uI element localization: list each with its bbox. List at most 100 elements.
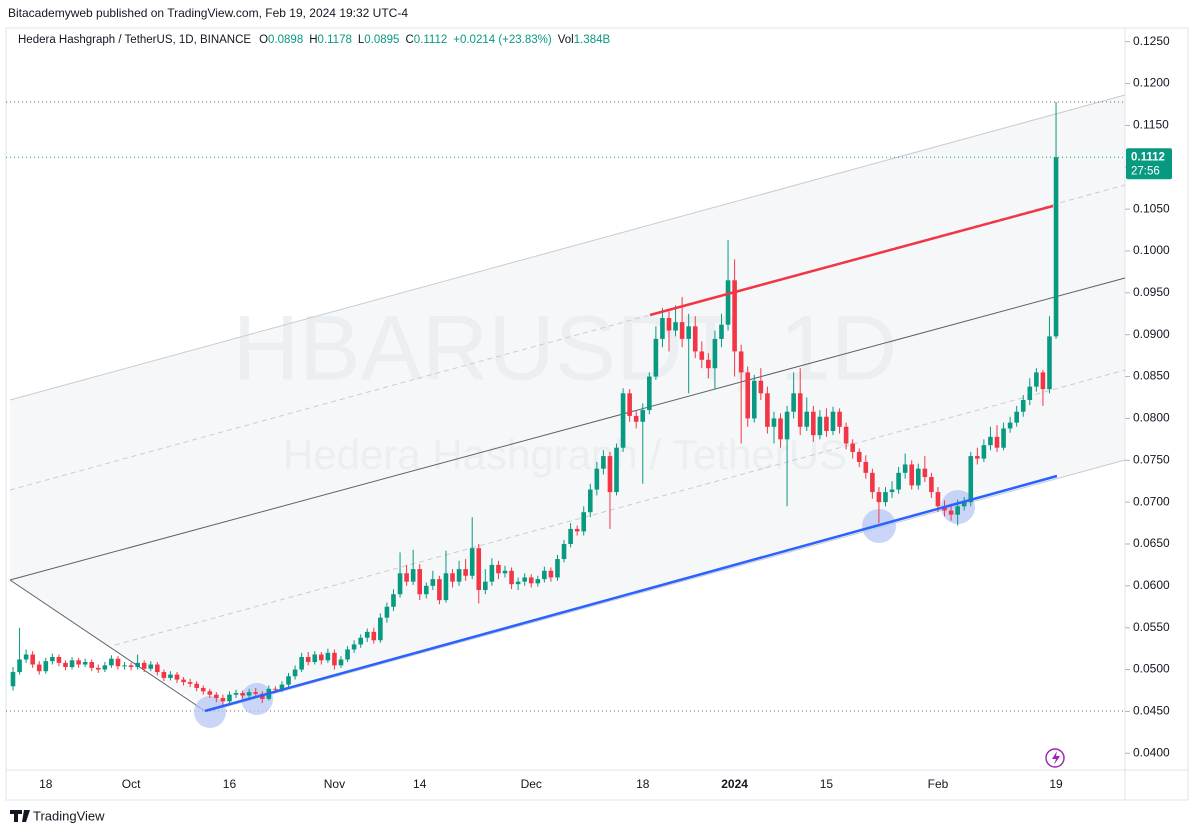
candle-body [155, 664, 160, 673]
candle-body [745, 372, 751, 419]
candle-body [397, 573, 403, 595]
candle-body [292, 669, 298, 677]
event-bolt [1052, 751, 1060, 765]
candle-body [817, 416, 823, 436]
legend-label: Vol [557, 34, 574, 46]
candle-body [1014, 411, 1019, 423]
candle-body [135, 662, 140, 668]
legend-label: C [405, 34, 414, 46]
candle-body [76, 660, 81, 665]
candle-body [555, 559, 560, 578]
candle-body [614, 447, 619, 493]
candle-body [450, 573, 455, 582]
candle-body [1053, 157, 1059, 337]
candle-body [437, 579, 442, 601]
event-icon[interactable] [1045, 748, 1065, 768]
x-tick-label: Dec [521, 777, 542, 791]
candle-body [535, 579, 541, 584]
footer: TradingView [33, 808, 105, 823]
candle-body [312, 654, 318, 663]
candle-body [830, 411, 836, 431]
candle-body [968, 456, 974, 503]
candle-body [528, 577, 534, 584]
candle-body [181, 679, 186, 683]
candle-body [469, 548, 475, 576]
candle-body [378, 617, 383, 641]
candle-body [935, 492, 941, 507]
candle-body [902, 464, 908, 473]
x-tick-label: 15 [820, 777, 834, 791]
candle-body [896, 472, 901, 490]
candle-body [699, 351, 705, 360]
circle [194, 696, 226, 728]
candle-body [686, 326, 691, 339]
candle-body [627, 393, 632, 416]
candle-body [319, 654, 324, 661]
candle-body [929, 477, 934, 493]
candle-body [207, 691, 213, 695]
candle-body [82, 662, 88, 665]
candle-body [404, 573, 409, 582]
candle-body [476, 548, 482, 591]
candle-body [653, 338, 659, 377]
candle-body [443, 573, 449, 601]
candle-body [246, 692, 252, 696]
candle-body [1040, 372, 1046, 390]
x-tick-label: Nov [324, 777, 345, 791]
candle-body [751, 380, 757, 419]
candle-body [109, 658, 114, 666]
y-tick-label: 0.1050 [1133, 201, 1170, 215]
resistance-trendline [649, 204, 1054, 317]
candle-body [981, 445, 987, 459]
pitch-handle [9, 579, 206, 712]
candle-body [758, 380, 764, 394]
candle-body [889, 489, 895, 493]
candle-body [220, 698, 226, 702]
candle-body [240, 692, 245, 696]
candle-body [233, 692, 239, 695]
candle-body [1020, 400, 1026, 412]
candle-body [548, 570, 554, 578]
candle-body [647, 376, 652, 411]
candle-body [607, 456, 613, 493]
candle-body [732, 280, 737, 352]
candle-body [948, 510, 954, 515]
candle-body [351, 644, 357, 650]
candle-body [299, 656, 304, 670]
candle-body [273, 688, 278, 690]
candle-body [200, 687, 206, 692]
candle-body [89, 662, 95, 668]
y-tick-label: 0.1200 [1133, 76, 1170, 90]
y-tick-label: 0.0450 [1133, 704, 1170, 718]
candle-body [692, 326, 698, 352]
candle-body [719, 324, 724, 339]
candle-body [456, 569, 462, 582]
candle-body [338, 659, 344, 666]
legend-value: 0.0895 [364, 34, 400, 46]
candle-body [784, 411, 790, 440]
header: Bitacademyweb published on TradingView.c… [8, 6, 408, 20]
legend-value: 0.1178 [317, 34, 352, 46]
x-tick-label: Oct [122, 777, 141, 791]
candle-body [345, 649, 350, 660]
legend-label: O [259, 34, 269, 46]
candle-body [56, 656, 62, 663]
candle-body [961, 502, 967, 507]
candle-body [43, 661, 49, 672]
candle-body [194, 683, 199, 688]
candle-body [253, 692, 259, 694]
candle-body [332, 652, 337, 666]
candle-body [417, 569, 423, 595]
candle-body [640, 410, 646, 422]
candle-body [423, 585, 429, 595]
legend-value: 0.0898 [268, 34, 304, 46]
legend-title: Hedera Hashgraph / TetherUS, 1D, BINANCE [18, 34, 252, 46]
candle-body [738, 351, 744, 373]
x-tick-label: 16 [223, 777, 237, 791]
candle-body [502, 570, 508, 574]
candle-body [50, 656, 55, 662]
candle-body [325, 652, 331, 661]
candle-body [358, 637, 363, 645]
